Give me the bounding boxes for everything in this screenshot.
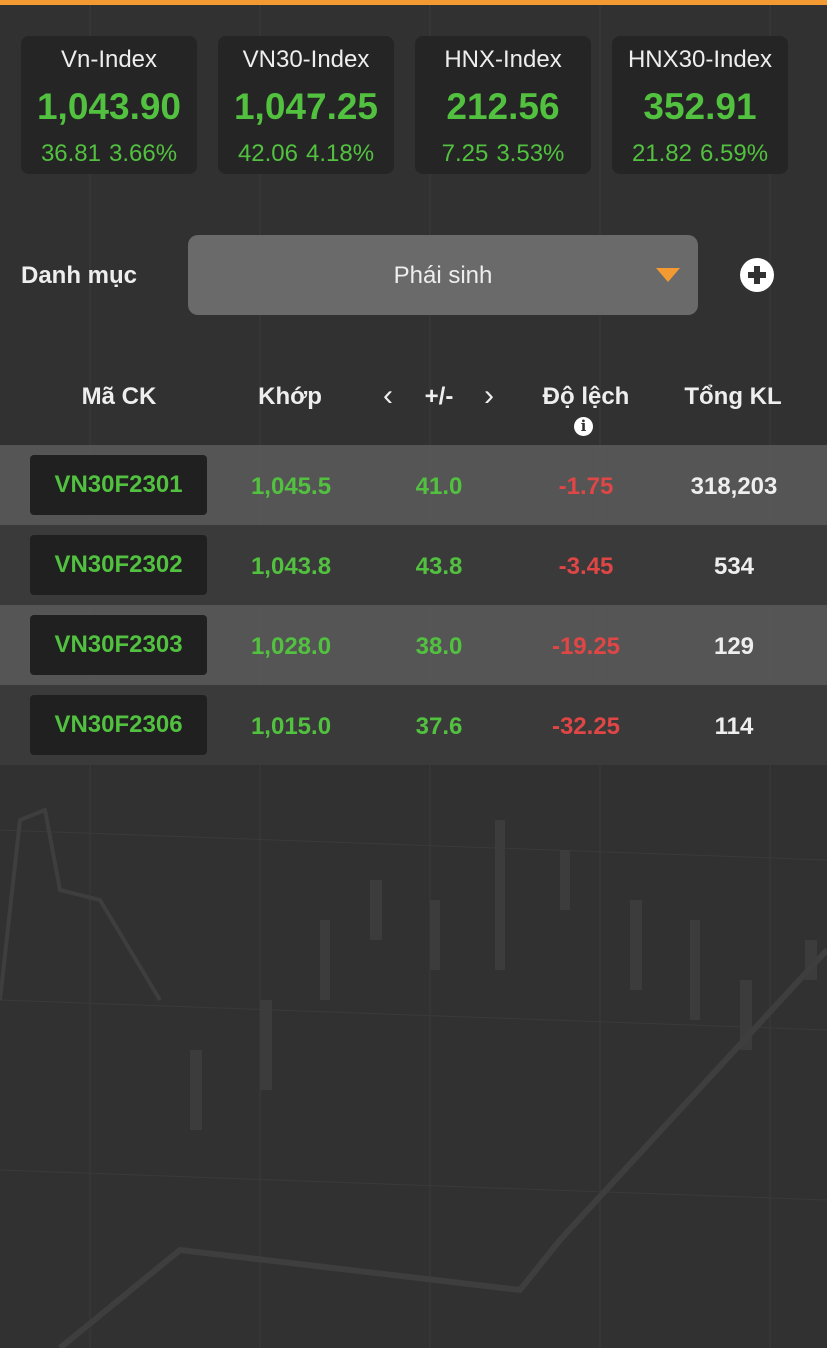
index-value: 1,047.25: [233, 86, 379, 127]
futures-table: VN30F2301 1,045.5 41.0 -1.75 318,203 VN3…: [0, 445, 827, 765]
symbol-code[interactable]: VN30F2301: [30, 455, 207, 515]
deviation: -1.75: [558, 473, 614, 500]
match-price: 1,028.0: [250, 633, 332, 660]
total-volume: 534: [713, 553, 755, 580]
deviation: -19.25: [551, 633, 621, 660]
index-change: 42.06: [237, 140, 298, 167]
total-volume: 318,203: [690, 473, 778, 500]
index-percent: 3.66%: [109, 140, 178, 167]
table-row[interactable]: VN30F2302 1,043.8 43.8 -3.45 534: [0, 525, 827, 605]
symbol-code[interactable]: VN30F2303: [30, 615, 207, 675]
index-name: VN30-Index: [242, 46, 370, 73]
deviation: -32.25: [551, 713, 621, 740]
deviation: -3.45: [558, 553, 614, 580]
price-change: 38.0: [415, 633, 463, 660]
index-value: 352.91: [643, 86, 757, 127]
index-change: 7.25: [441, 140, 489, 167]
match-price: 1,043.8: [250, 553, 332, 580]
top-accent-bar: [0, 0, 827, 5]
index-card-vn30-index[interactable]: VN30-Index 1,047.25 42.06 4.18%: [218, 36, 394, 174]
header-code[interactable]: Mã CK: [81, 383, 157, 410]
total-volume: 129: [713, 633, 755, 660]
add-category-plus-icon[interactable]: [740, 258, 774, 292]
table-row[interactable]: VN30F2301 1,045.5 41.0 -1.75 318,203: [0, 445, 827, 525]
header-deviation[interactable]: Độ lệch: [542, 383, 630, 410]
index-cards: Vn-Index 1,043.90 36.81 3.66% VN30-Index …: [21, 36, 788, 174]
index-percent: 3.53%: [496, 140, 565, 167]
index-value: 1,043.90: [36, 86, 182, 127]
price-change: 43.8: [415, 553, 463, 580]
header-volume[interactable]: Tổng KL: [684, 383, 782, 410]
index-percent: 6.59%: [700, 140, 769, 167]
symbol-code[interactable]: VN30F2302: [30, 535, 207, 595]
total-volume: 114: [714, 713, 754, 740]
price-change: 41.0: [415, 473, 463, 500]
index-name: HNX-Index: [444, 46, 562, 73]
index-change: 36.81: [40, 140, 101, 167]
index-card-hnx30-index[interactable]: HNX30-Index 352.91 21.82 6.59%: [612, 36, 788, 174]
category-select[interactable]: Phái sinh: [188, 235, 698, 315]
category-selected-value: Phái sinh: [393, 262, 493, 289]
index-name: HNX30-Index: [627, 46, 773, 73]
table-row[interactable]: VN30F2306 1,015.0 37.6 -32.25 114: [0, 685, 827, 765]
symbol-code[interactable]: VN30F2306: [30, 695, 207, 755]
index-value: 212.56: [446, 86, 560, 127]
caret-down-icon: [656, 268, 680, 282]
header-change[interactable]: +/-: [424, 383, 454, 410]
category-label: Danh mục: [21, 262, 138, 289]
header-match[interactable]: Khớp: [258, 383, 322, 410]
index-change: 21.82: [631, 140, 692, 167]
table-header: Mã CK Khớp ‹ +/- › Độ lệch Tổng KL: [0, 379, 827, 443]
index-percent: 4.18%: [306, 140, 375, 167]
chevron-right-icon[interactable]: ›: [484, 379, 494, 412]
index-card-hnx-index[interactable]: HNX-Index 212.56 7.25 3.53%: [415, 36, 591, 174]
chevron-left-icon[interactable]: ‹: [383, 379, 393, 412]
match-price: 1,045.5: [250, 473, 332, 500]
info-icon[interactable]: i: [574, 417, 593, 436]
index-name: Vn-Index: [60, 46, 158, 73]
table-row[interactable]: VN30F2303 1,028.0 38.0 -19.25 129: [0, 605, 827, 685]
price-change: 37.6: [415, 713, 463, 740]
match-price: 1,015.0: [250, 713, 332, 740]
index-card-vn-index[interactable]: Vn-Index 1,043.90 36.81 3.66%: [21, 36, 197, 174]
